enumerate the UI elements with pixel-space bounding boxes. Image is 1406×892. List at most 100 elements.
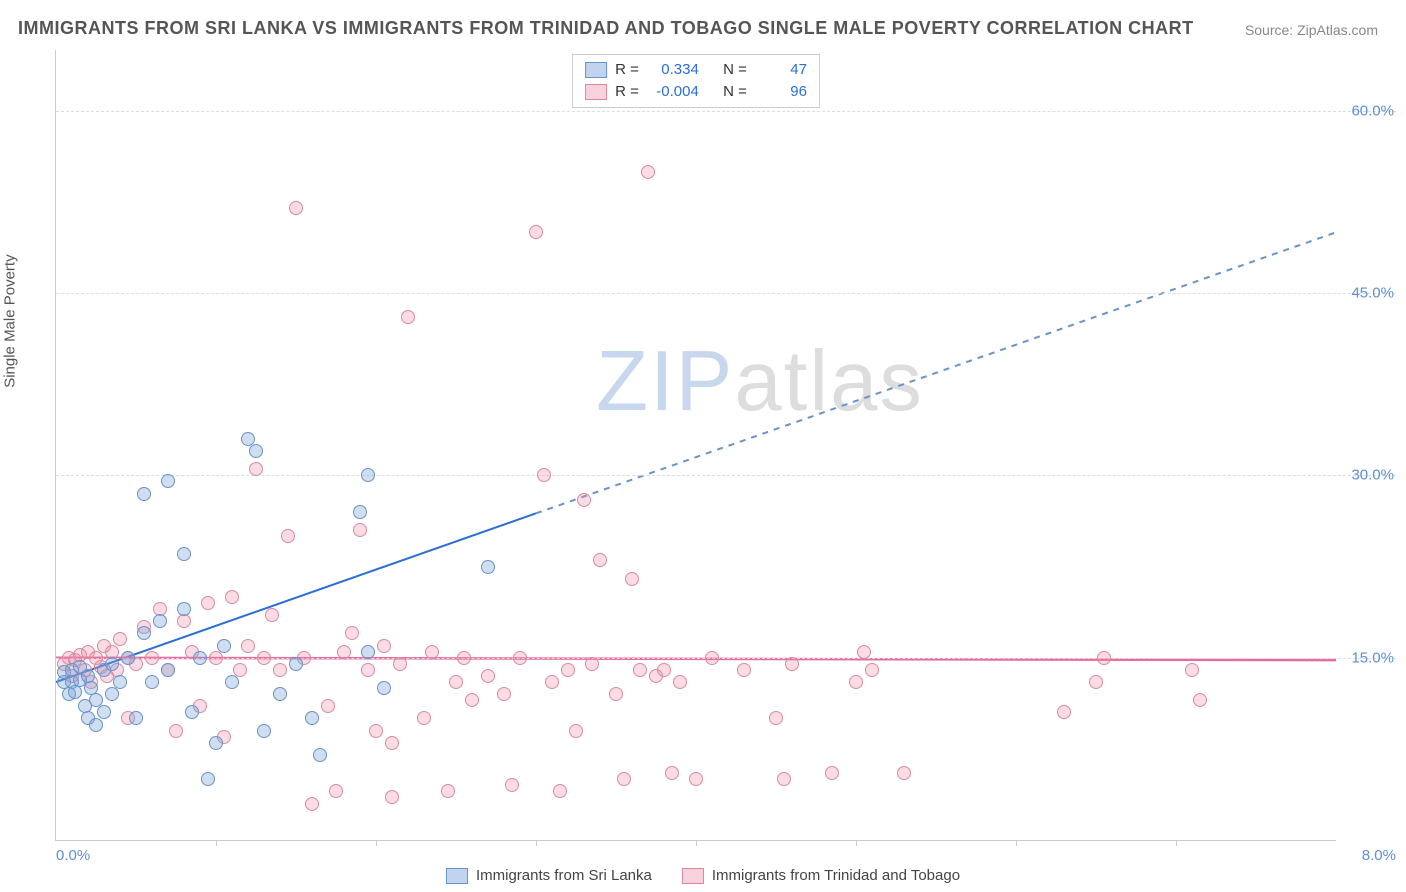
scatter-point bbox=[113, 632, 127, 646]
x-tick bbox=[216, 840, 217, 846]
scatter-point bbox=[673, 675, 687, 689]
scatter-point bbox=[105, 687, 119, 701]
scatter-point bbox=[273, 687, 287, 701]
scatter-point bbox=[393, 657, 407, 671]
scatter-point bbox=[113, 675, 127, 689]
scatter-point bbox=[281, 529, 295, 543]
scatter-point bbox=[529, 225, 543, 239]
scatter-point bbox=[353, 505, 367, 519]
scatter-point bbox=[625, 572, 639, 586]
scatter-point bbox=[513, 651, 527, 665]
scatter-point bbox=[481, 560, 495, 574]
series-legend: Immigrants from Sri Lanka Immigrants fro… bbox=[446, 867, 960, 884]
scatter-point bbox=[777, 772, 791, 786]
scatter-point bbox=[145, 675, 159, 689]
scatter-point bbox=[361, 663, 375, 677]
scatter-point bbox=[361, 645, 375, 659]
scatter-point bbox=[617, 772, 631, 786]
scatter-point bbox=[497, 687, 511, 701]
y-tick-label: 60.0% bbox=[1351, 102, 1394, 119]
scatter-point bbox=[273, 663, 287, 677]
chart-title: IMMIGRANTS FROM SRI LANKA VS IMMIGRANTS … bbox=[18, 18, 1194, 39]
scatter-point bbox=[185, 705, 199, 719]
scatter-point bbox=[481, 669, 495, 683]
scatter-point bbox=[217, 639, 231, 653]
x-axis-start-label: 0.0% bbox=[56, 847, 90, 864]
scatter-point bbox=[1193, 693, 1207, 707]
scatter-point bbox=[537, 468, 551, 482]
x-tick bbox=[1176, 840, 1177, 846]
scatter-point bbox=[1185, 663, 1199, 677]
scatter-point bbox=[377, 639, 391, 653]
x-tick bbox=[856, 840, 857, 846]
scatter-point bbox=[161, 663, 175, 677]
scatter-point bbox=[561, 663, 575, 677]
scatter-point bbox=[505, 778, 519, 792]
scatter-point bbox=[89, 718, 103, 732]
scatter-point bbox=[249, 462, 263, 476]
scatter-point bbox=[633, 663, 647, 677]
scatter-point bbox=[385, 790, 399, 804]
scatter-point bbox=[689, 772, 703, 786]
scatter-point bbox=[385, 736, 399, 750]
scatter-point bbox=[241, 639, 255, 653]
scatter-point bbox=[449, 675, 463, 689]
gridline bbox=[56, 293, 1396, 294]
scatter-point bbox=[577, 493, 591, 507]
scatter-point bbox=[313, 748, 327, 762]
scatter-point bbox=[825, 766, 839, 780]
scatter-point bbox=[609, 687, 623, 701]
scatter-point bbox=[97, 705, 111, 719]
scatter-point bbox=[425, 645, 439, 659]
scatter-point bbox=[769, 711, 783, 725]
scatter-point bbox=[321, 699, 335, 713]
scatter-point bbox=[865, 663, 879, 677]
scatter-point bbox=[785, 657, 799, 671]
scatter-point bbox=[257, 651, 271, 665]
scatter-point bbox=[137, 487, 151, 501]
scatter-point bbox=[377, 681, 391, 695]
scatter-point bbox=[545, 675, 559, 689]
scatter-point bbox=[305, 797, 319, 811]
scatter-point bbox=[68, 685, 82, 699]
scatter-point bbox=[329, 784, 343, 798]
scatter-point bbox=[857, 645, 871, 659]
scatter-point bbox=[121, 651, 135, 665]
x-tick bbox=[696, 840, 697, 846]
scatter-point bbox=[553, 784, 567, 798]
scatter-point bbox=[1089, 675, 1103, 689]
x-tick bbox=[1016, 840, 1017, 846]
scatter-point bbox=[225, 590, 239, 604]
scatter-point bbox=[105, 657, 119, 671]
scatter-point bbox=[353, 523, 367, 537]
scatter-point bbox=[401, 310, 415, 324]
source-attribution: Source: ZipAtlas.com bbox=[1245, 22, 1378, 38]
y-tick-label: 30.0% bbox=[1351, 467, 1394, 484]
legend-label: Immigrants from Sri Lanka bbox=[476, 867, 652, 884]
scatter-point bbox=[457, 651, 471, 665]
scatter-point bbox=[305, 711, 319, 725]
scatter-point bbox=[369, 724, 383, 738]
scatter-point bbox=[345, 626, 359, 640]
correlation-legend: R = 0.334 N = 47 R = -0.004 N = 96 bbox=[572, 54, 820, 108]
scatter-point bbox=[849, 675, 863, 689]
scatter-point bbox=[1097, 651, 1111, 665]
scatter-point bbox=[249, 444, 263, 458]
scatter-point bbox=[593, 553, 607, 567]
legend-row-pink: R = -0.004 N = 96 bbox=[585, 81, 807, 103]
scatter-point bbox=[337, 645, 351, 659]
scatter-point bbox=[361, 468, 375, 482]
scatter-point bbox=[153, 614, 167, 628]
scatter-point bbox=[193, 651, 207, 665]
scatter-point bbox=[201, 596, 215, 610]
swatch-pink-icon bbox=[682, 868, 704, 884]
swatch-pink-icon bbox=[585, 84, 607, 100]
scatter-point bbox=[289, 201, 303, 215]
legend-label: Immigrants from Trinidad and Tobago bbox=[712, 867, 960, 884]
scatter-point bbox=[257, 724, 271, 738]
scatter-point bbox=[201, 772, 215, 786]
x-axis-end-label: 8.0% bbox=[1362, 847, 1396, 864]
y-axis-label: Single Male Poverty bbox=[2, 254, 19, 387]
scatter-point bbox=[177, 547, 191, 561]
scatter-point bbox=[441, 784, 455, 798]
